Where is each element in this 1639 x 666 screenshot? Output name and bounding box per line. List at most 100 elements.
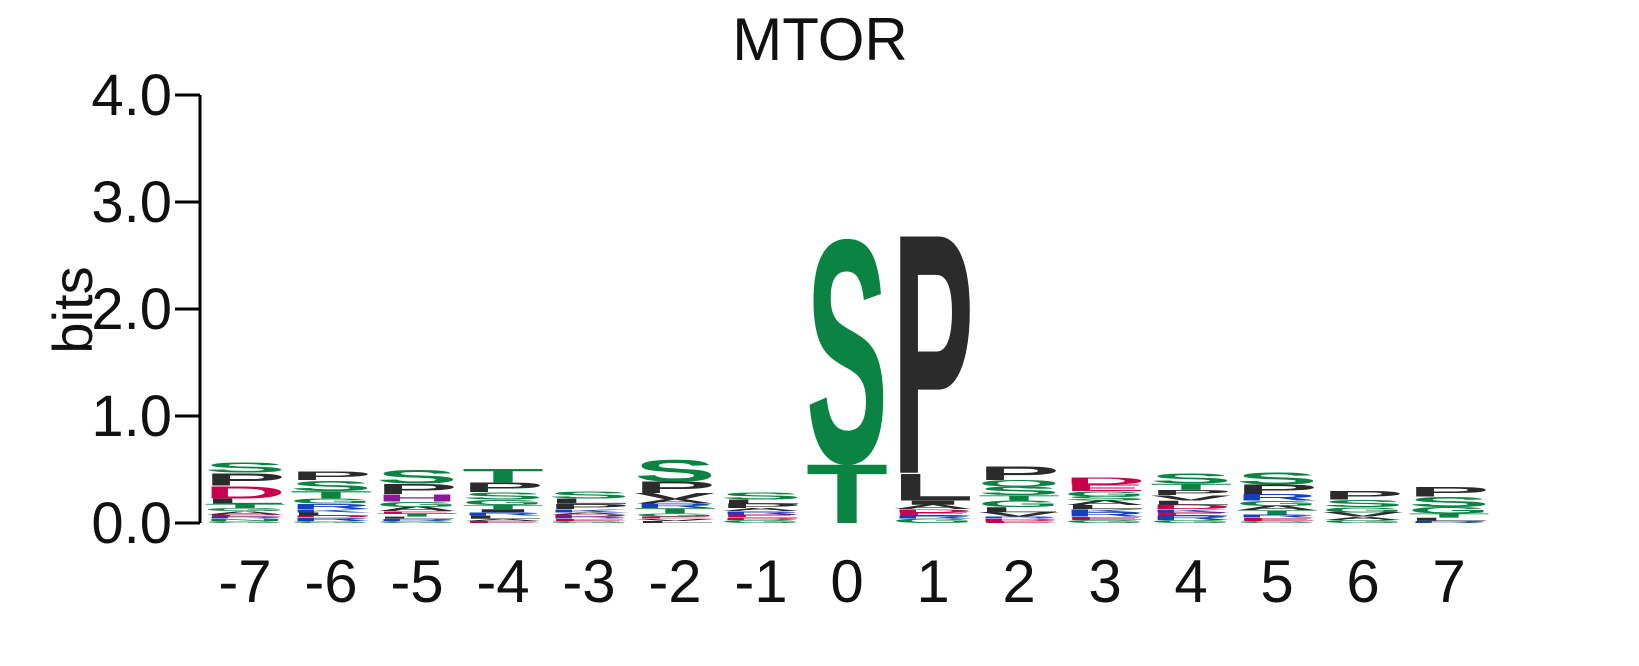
x-tick-label: -3: [562, 548, 615, 615]
logo-letter: A: [634, 498, 716, 505]
logo-letter: T: [634, 507, 716, 515]
logo-letter: K: [290, 508, 372, 513]
logo-letter: L: [1064, 504, 1146, 511]
logo-letter: D: [204, 482, 286, 502]
logo-letter: A: [892, 504, 974, 511]
logo-letter: T: [290, 489, 372, 501]
x-tick-label: 1: [916, 548, 949, 615]
logo-letter: L: [720, 498, 802, 505]
logo-letter: G: [376, 500, 458, 508]
logo-letter: T: [376, 513, 458, 518]
logo-letter: A: [1236, 505, 1318, 512]
logo-letter: E: [204, 514, 286, 517]
logo-column-0: TS: [806, 174, 888, 541]
logo-letter: S: [634, 453, 716, 488]
y-axis-label: bits: [41, 266, 104, 353]
logo-letter: G: [1322, 506, 1404, 514]
x-tick-label: 6: [1346, 548, 1379, 615]
logo-letter: G: [1236, 499, 1318, 507]
logo-letter: D: [548, 514, 630, 517]
logo-letter: T: [462, 465, 544, 487]
x-tick-label: -1: [734, 548, 787, 615]
logo-letter: L: [892, 466, 974, 509]
logo-letter: P: [1236, 482, 1318, 497]
logo-letter: E: [1064, 516, 1146, 521]
logo-letter: G: [204, 507, 286, 512]
logo-letter: H: [376, 492, 458, 504]
logo-letter: K: [548, 508, 630, 513]
y-tick-label: 3.0: [91, 170, 172, 235]
logo-letter: R: [204, 516, 286, 519]
logo-letter: G: [978, 499, 1060, 509]
logo-letter: E: [1150, 512, 1232, 517]
logo-letter: L: [376, 516, 458, 519]
logo-letter: G: [204, 520, 286, 523]
logo-letter: L: [1150, 499, 1232, 506]
logo-letter: P: [720, 503, 802, 510]
logo-letter: E: [1236, 517, 1318, 522]
logo-letter: V: [634, 491, 716, 501]
x-tick-label: -4: [476, 548, 529, 615]
logo-letter: S: [376, 466, 458, 488]
logo-letter: T: [1150, 482, 1232, 492]
logo-letter: G: [462, 498, 544, 506]
logo-letter: G: [548, 520, 630, 523]
logo-letter: A: [548, 512, 630, 515]
logo-letter: R: [1236, 493, 1318, 503]
logo-letter: T: [462, 504, 544, 511]
logo-letter: S: [548, 489, 630, 501]
x-tick-label: -2: [648, 548, 701, 615]
logo-letter: D: [978, 518, 1060, 521]
logo-letter: L: [1408, 517, 1490, 522]
x-tick-label: 4: [1174, 548, 1207, 615]
logo-letter: P: [290, 469, 372, 482]
logo-letter: A: [1322, 516, 1404, 521]
logo-letter: R: [720, 510, 802, 515]
x-tick-label: 7: [1432, 548, 1465, 615]
logo-letter: P: [376, 481, 458, 498]
logo-letter: V: [634, 518, 716, 521]
logo-letter: A: [1064, 499, 1146, 506]
logo-letter: T: [1408, 512, 1490, 519]
logo-letter: A: [376, 506, 458, 513]
logo-letter: A: [720, 507, 802, 512]
y-tick-label: 2.0: [91, 277, 172, 342]
logo-letter: P: [978, 463, 1060, 485]
logo-columns: GNREAGTLDPSGRDLKRGTSPGRLTEAGHPSEALRITGSP…: [204, 162, 1490, 545]
logo-letter: E: [548, 518, 630, 521]
logo-letter: S: [1322, 498, 1404, 510]
logo-letter: G: [1150, 519, 1232, 524]
logo-letter: L: [548, 497, 630, 505]
logo-letter: R: [892, 515, 974, 520]
logo-letter: D: [1150, 504, 1232, 511]
x-tick-label: -6: [304, 548, 357, 615]
y-tick-label: 4.0: [91, 63, 172, 128]
chart-title: MTOR: [732, 6, 908, 73]
logo-letter: R: [376, 518, 458, 521]
logo-letter: G: [1236, 520, 1318, 523]
logo-letter: E: [462, 520, 544, 523]
logo-letter: G: [634, 513, 716, 518]
logo-letter: L: [462, 515, 544, 520]
logo-letter: R: [978, 516, 1060, 519]
y-axis: 0.0 1.0 2.0 3.0 4.0: [91, 63, 202, 556]
x-tick-label: -7: [218, 548, 271, 615]
logo-letter: P: [1322, 489, 1404, 502]
logo-letter: Q: [978, 479, 1060, 489]
logo-letter: P: [634, 478, 716, 496]
logo-letter: P: [548, 502, 630, 510]
logo-letter: A: [462, 518, 544, 521]
logo-letter: L: [290, 512, 372, 517]
